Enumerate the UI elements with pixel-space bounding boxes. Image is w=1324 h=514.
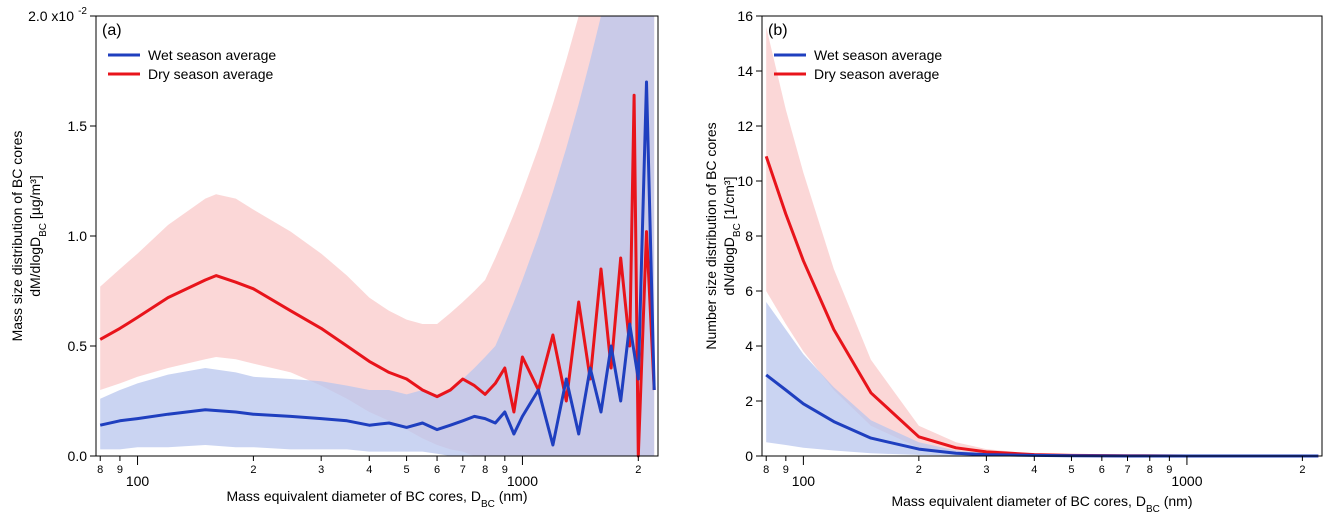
y-tick-label: 0.5 <box>68 338 88 354</box>
x-minor-tick-label: 9 <box>117 464 123 476</box>
x-minor-tick-label: 9 <box>1166 464 1172 476</box>
x-minor-tick-label: 4 <box>1031 464 1037 476</box>
panel-b-y-ticks: 0 2 4 6 8 10 12 14 16 <box>737 8 762 464</box>
panel-a-x-ticks: 100 1000 8 9 2 3 4 5 6 7 8 9 2 <box>97 456 641 489</box>
panel-a-x-axis-label: Mass equivalent diameter of BC cores, DB… <box>226 488 527 510</box>
x-minor-tick-label: 6 <box>1099 464 1105 476</box>
y-tick-label: 8 <box>745 228 753 244</box>
x-minor-tick-label: 8 <box>763 464 769 476</box>
y-tick-label: 2.0 x10 <box>28 8 74 24</box>
panel-a-bands <box>100 16 655 456</box>
x-major-tick-label: 1000 <box>507 473 538 489</box>
panel-a-legend-label-wet: Wet season average <box>148 47 276 63</box>
panel-b-legend-label-wet: Wet season average <box>814 47 942 63</box>
x-minor-tick-label: 2 <box>916 464 922 476</box>
panel-b: 0 2 4 6 8 10 12 14 16 100 1000 8 9 2 3 4 5 6 7 8 9 2 (b) Wet… <box>703 8 1323 514</box>
panel-b-legend-label-dry: Dry season average <box>814 66 940 82</box>
panel-a-label: (a) <box>102 22 122 39</box>
x-major-tick-label: 1000 <box>1171 473 1202 489</box>
y-tick-label: 14 <box>737 63 753 79</box>
y-tick-label: 1.0 <box>68 228 88 244</box>
panel-b-label: (b) <box>768 22 788 39</box>
y-tick-label: 10 <box>737 173 753 189</box>
y-tick-label: 0 <box>745 448 753 464</box>
panel-a-legend-label-dry: Dry season average <box>148 66 274 82</box>
y-tick-label: 12 <box>737 118 753 134</box>
y-tick-label: 0.0 <box>68 448 88 464</box>
y-tick-label: 1.5 <box>68 118 88 134</box>
band-wet <box>100 16 655 456</box>
panel-b-x-ticks: 100 1000 8 9 2 3 4 5 6 7 8 9 2 <box>763 456 1305 489</box>
panel-a-lines <box>99 80 656 458</box>
y-tick-label: 4 <box>745 338 753 354</box>
panel-a-y-ticks: 0.0 0.5 1.0 1.5 2.0 x10 -2 <box>28 6 96 464</box>
x-minor-tick-label: 8 <box>482 464 488 476</box>
x-minor-tick-label: 4 <box>366 464 372 476</box>
x-minor-tick-label: 7 <box>460 464 466 476</box>
panel-b-y-axis-label-line2: dN/dlogDBC [1/cm³] <box>721 177 743 296</box>
series-line-dry <box>99 93 656 458</box>
x-minor-tick-label: 8 <box>1147 464 1153 476</box>
x-minor-tick-label: 5 <box>1068 464 1074 476</box>
x-minor-tick-label: 2 <box>1299 464 1305 476</box>
x-minor-tick-label: 9 <box>783 464 789 476</box>
x-minor-tick-label: 2 <box>635 464 641 476</box>
panel-b-legend: Wet season average Dry season average <box>774 47 942 82</box>
panel-a-y-axis-label-line2: dM/dlogDBC [µg/m³] <box>27 175 49 297</box>
panel-a-y-axis-label-line1: Mass size distribution of BC cores <box>9 131 25 342</box>
panel-b-x-axis-label: Mass equivalent diameter of BC cores, DB… <box>891 493 1192 514</box>
x-minor-tick-label: 6 <box>434 464 440 476</box>
series-line-wet <box>99 80 656 447</box>
panel-b-bands <box>766 27 1319 456</box>
x-major-tick-label: 100 <box>126 473 150 489</box>
y-tick-exponent: -2 <box>78 6 87 17</box>
band-wet <box>766 302 1319 456</box>
x-minor-tick-label: 8 <box>97 464 103 476</box>
x-minor-tick-label: 5 <box>404 464 410 476</box>
x-minor-tick-label: 2 <box>250 464 256 476</box>
x-minor-tick-label: 7 <box>1124 464 1130 476</box>
panel-b-y-axis-label-line1: Number size distribution of BC cores <box>703 122 719 349</box>
x-minor-tick-label: 3 <box>318 464 324 476</box>
panel-a: 0.0 0.5 1.0 1.5 2.0 x10 -2 100 1000 8 9 2 3 4 5 6 7 8 9 2… <box>9 6 659 510</box>
x-minor-tick-label: 9 <box>502 464 508 476</box>
y-tick-label: 6 <box>745 283 753 299</box>
x-minor-tick-label: 3 <box>983 464 989 476</box>
y-tick-label: 2 <box>745 393 753 409</box>
band-dry <box>766 27 1319 456</box>
x-major-tick-label: 100 <box>792 473 816 489</box>
y-tick-label: 16 <box>737 8 753 24</box>
panel-a-legend: Wet season average Dry season average <box>108 47 276 82</box>
